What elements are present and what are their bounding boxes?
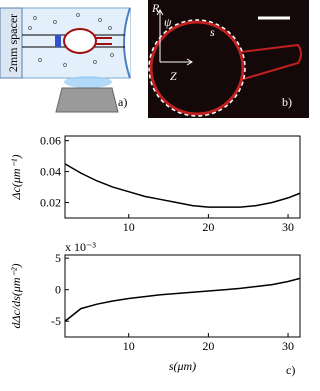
figure: 2mm spacer a) R ψ s Z b) c) 0.02 0.04 0.06… xyxy=(0,0,309,377)
y-tick-label: -5 xyxy=(51,314,61,328)
vesicle-outline xyxy=(149,20,245,116)
offset-label: x 10⁻³ xyxy=(65,240,96,254)
axes-arrows xyxy=(156,9,193,66)
s-label: s xyxy=(210,25,215,39)
tether xyxy=(96,37,112,45)
pipette-outline xyxy=(239,43,302,81)
page: 2mm spacer a) R ψ s Z b) c) 0.02 0.04 0.06… xyxy=(0,0,309,377)
spacer-label: 2mm spacer xyxy=(6,14,20,72)
vesicle xyxy=(63,28,97,54)
x-axis-label: s(μm) xyxy=(169,359,196,373)
y-tick-label: 0.06 xyxy=(40,134,61,148)
z-label: Z xyxy=(170,69,177,83)
y-tick-label: 0.02 xyxy=(40,196,61,210)
y-axis-label: dΔc/ds(μm⁻²) xyxy=(9,264,23,329)
x-tick-label: 30 xyxy=(282,339,294,353)
particles xyxy=(28,13,114,67)
plot-frame xyxy=(64,135,301,219)
micrograph: R ψ s Z b) xyxy=(148,0,309,118)
plug xyxy=(55,35,61,47)
plot-frame xyxy=(64,254,301,338)
x-tick-label: 10 xyxy=(123,339,135,353)
contour xyxy=(148,19,246,117)
schematic: 2mm spacer a) xyxy=(0,7,131,113)
x-tick-label: 30 xyxy=(282,220,294,234)
light xyxy=(64,76,112,88)
panel-label: c) xyxy=(286,363,295,377)
image-bg xyxy=(148,0,309,118)
spacer xyxy=(0,7,23,79)
y-tick-label: 0 xyxy=(55,283,61,297)
psi-label: ψ xyxy=(164,15,172,29)
meniscus xyxy=(123,7,131,79)
y-axis-label: Δc(μm⁻¹) xyxy=(9,155,23,201)
panel-label: a) xyxy=(118,95,127,109)
objective xyxy=(55,87,119,113)
y-tick-label: 5 xyxy=(55,251,61,265)
x-tick-label: 20 xyxy=(202,339,214,353)
data-line xyxy=(64,277,301,322)
r-label: R xyxy=(151,1,160,15)
y-tick-label: 0.04 xyxy=(40,165,61,179)
panel-label: b) xyxy=(282,95,292,109)
data-line xyxy=(64,163,301,208)
x-tick-label: 10 xyxy=(123,220,135,234)
x-tick-label: 20 xyxy=(202,220,214,234)
